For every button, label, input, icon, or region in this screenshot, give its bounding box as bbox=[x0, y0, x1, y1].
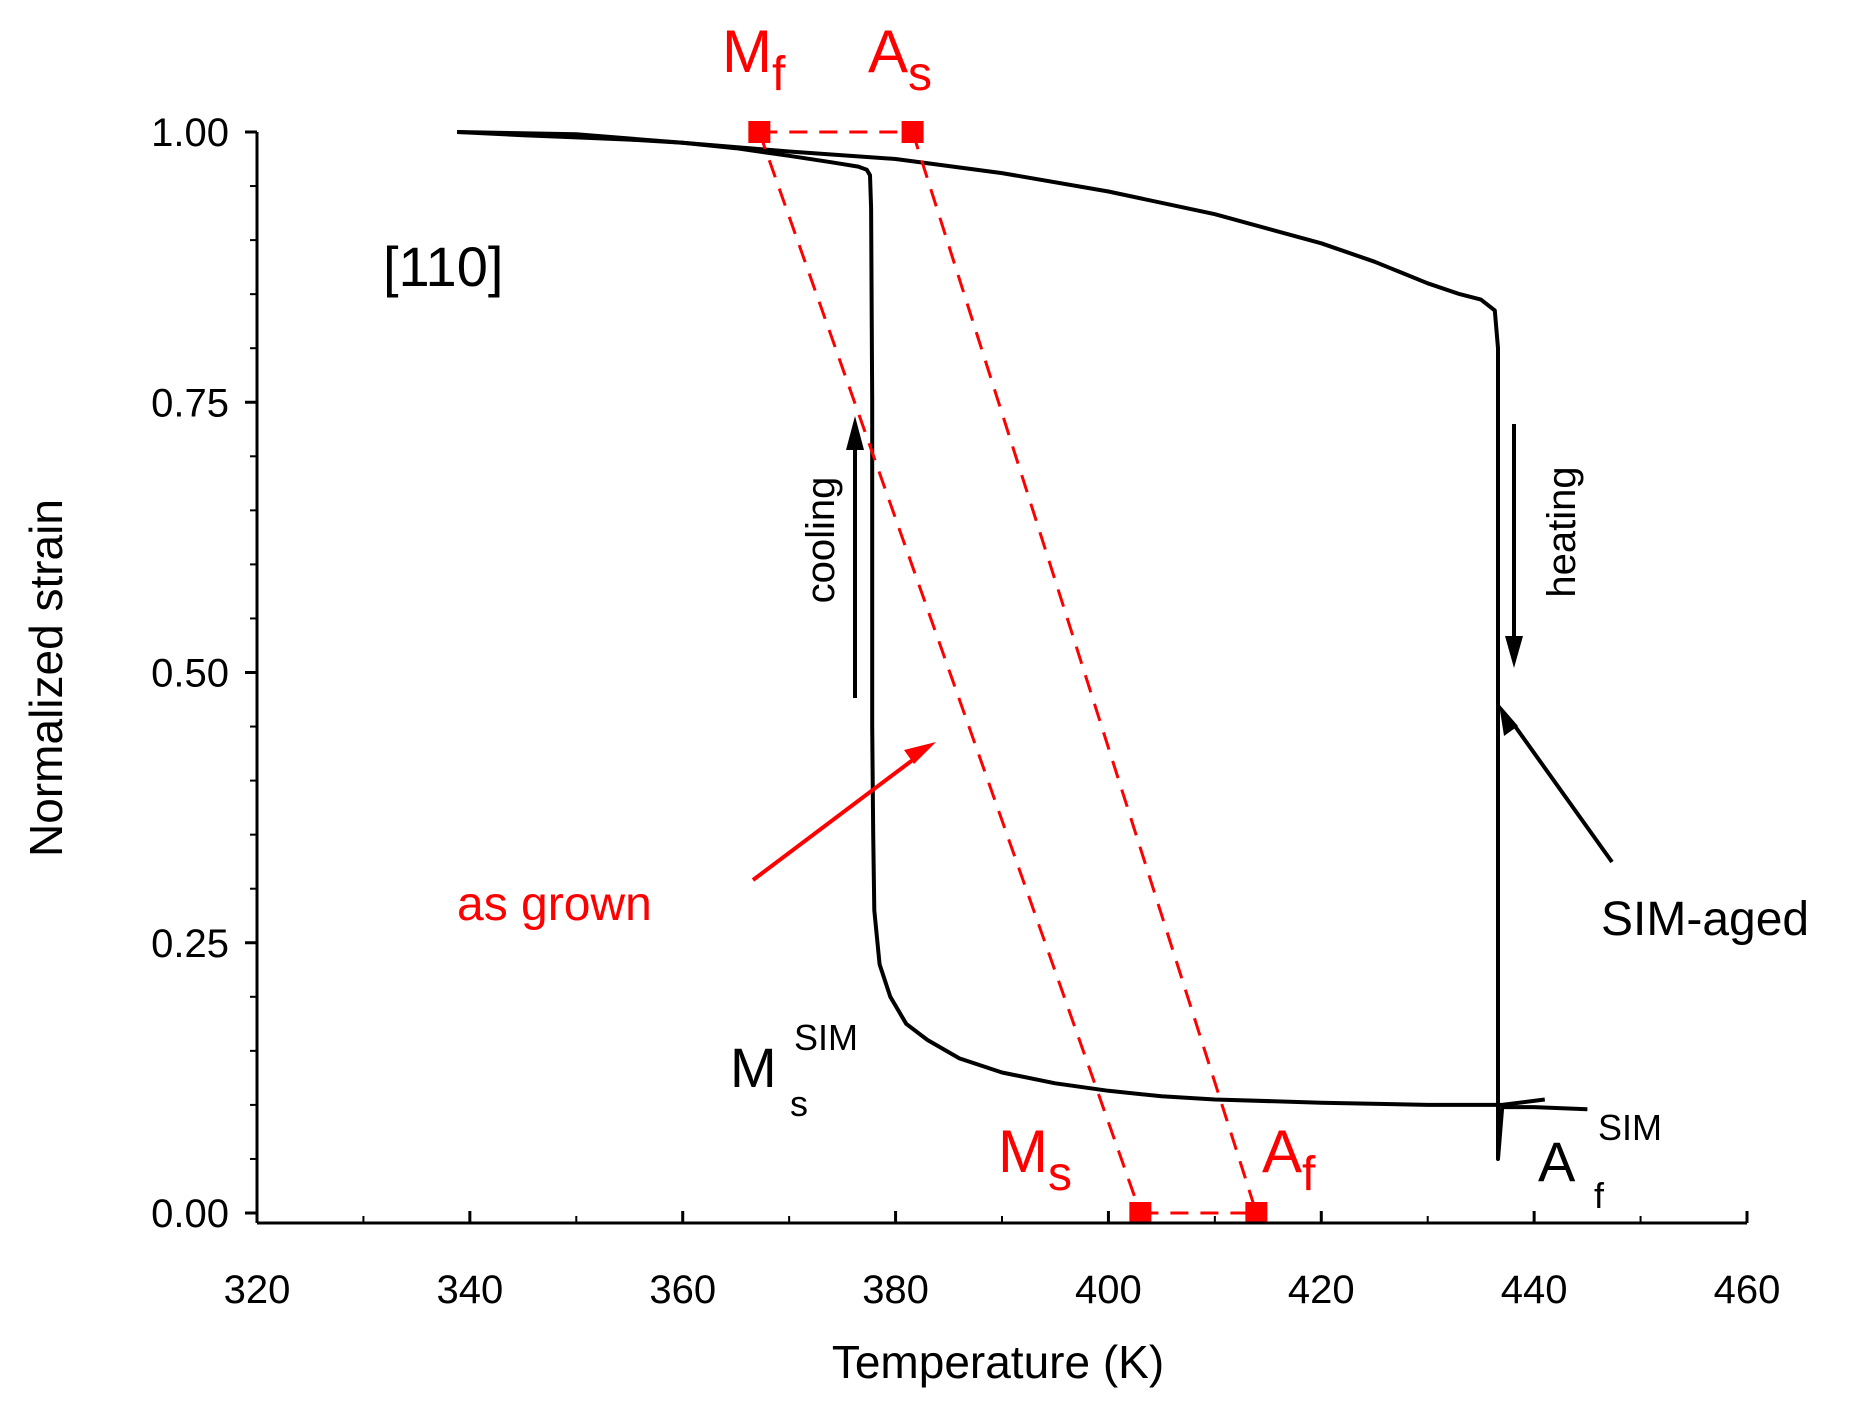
x-tick-label: 320 bbox=[224, 1268, 291, 1312]
series-line-as-grown-heating bbox=[911, 131, 1258, 1214]
sim-aged-arrow bbox=[1510, 720, 1614, 864]
as-label: As bbox=[868, 18, 932, 101]
ms-sim-label-main: M bbox=[730, 1036, 777, 1099]
y-tick-label: 1.00 bbox=[151, 111, 229, 155]
y-tick-label: 0.25 bbox=[151, 922, 229, 966]
marker-mf bbox=[748, 121, 771, 143]
as-grown-label: as grown bbox=[457, 878, 652, 931]
ms-sim-label-sup: SIM bbox=[794, 1017, 858, 1058]
af-sim-label-sub: f bbox=[1594, 1175, 1605, 1216]
series-line-as-grown-cooling bbox=[757, 131, 1142, 1214]
data-series bbox=[457, 130, 1588, 1215]
x-tick-label: 420 bbox=[1288, 1268, 1355, 1312]
mf-label: Mf bbox=[722, 18, 786, 101]
af-label-sub: f bbox=[1302, 1148, 1316, 1201]
mf-label-sub: f bbox=[772, 48, 786, 101]
series-line-sim-aged-heating bbox=[457, 130, 1588, 1161]
af-label-main: A bbox=[1262, 1118, 1302, 1185]
af-sim-label-main: A bbox=[1538, 1130, 1576, 1193]
ms-label-main: M bbox=[998, 1118, 1048, 1185]
marker-as bbox=[901, 121, 924, 143]
af-sim-label-sup: SIM bbox=[1598, 1107, 1662, 1148]
sim-aged-arrow-head-icon bbox=[1499, 704, 1518, 736]
ms-label-sub: s bbox=[1048, 1148, 1072, 1201]
as-grown-arrow bbox=[751, 754, 920, 882]
x-tick-label: 340 bbox=[436, 1268, 503, 1312]
as-label-main: A bbox=[868, 18, 908, 85]
mf-label-main: M bbox=[722, 18, 772, 85]
ms-label: Ms bbox=[998, 1118, 1072, 1201]
x-axis-ticks: 320 340 360 380 400 420 440 460 bbox=[224, 1211, 1781, 1312]
y-tick-label: 0.00 bbox=[151, 1192, 229, 1236]
as-label-sub: s bbox=[908, 48, 932, 101]
orientation-label: [110] bbox=[383, 235, 503, 298]
sim-aged-label: SIM-aged bbox=[1601, 893, 1809, 946]
as-grown-arrow-head-icon bbox=[904, 742, 936, 764]
y-tick-label: 0.75 bbox=[151, 381, 229, 425]
marker-af bbox=[1245, 1202, 1268, 1224]
y-axis-ticks: 0.00 0.25 0.50 0.75 1.00 bbox=[151, 111, 257, 1236]
cooling-arrow-head-icon bbox=[846, 416, 864, 450]
x-tick-label: 460 bbox=[1714, 1268, 1781, 1312]
x-tick-label: 380 bbox=[862, 1268, 929, 1312]
x-tick-label: 440 bbox=[1501, 1268, 1568, 1312]
af-label: Af bbox=[1262, 1118, 1316, 1201]
ms-sim-label-sub: s bbox=[790, 1083, 808, 1124]
marker-ms bbox=[1129, 1202, 1152, 1224]
series-line-sim-aged-cooling bbox=[457, 130, 1546, 1107]
y-axis-title: Normalized strain bbox=[20, 499, 72, 857]
x-axis-title: Temperature (K) bbox=[832, 1336, 1164, 1388]
cooling-label: cooling bbox=[799, 477, 843, 604]
x-tick-label: 360 bbox=[649, 1268, 716, 1312]
x-tick-label: 400 bbox=[1075, 1268, 1142, 1312]
heating-arrow-head-icon bbox=[1505, 636, 1523, 668]
y-tick-label: 0.50 bbox=[151, 652, 229, 696]
heating-label: heating bbox=[1540, 466, 1584, 597]
transition-markers bbox=[748, 121, 1268, 1224]
